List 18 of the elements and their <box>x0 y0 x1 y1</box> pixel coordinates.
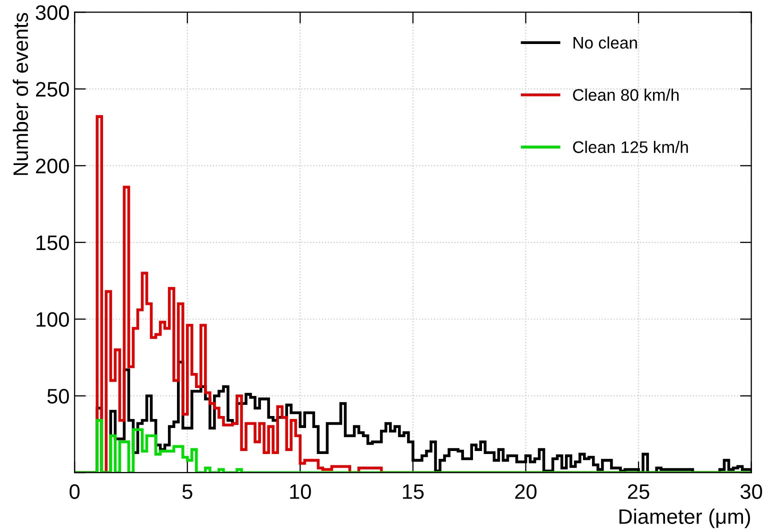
x-tick-label: 25 <box>628 484 650 500</box>
x-tick-label: 20 <box>515 484 537 500</box>
x-axis-title: Diameter (μm) <box>619 508 750 528</box>
legend-label: Clean 80 km/h <box>573 88 679 101</box>
y-tick-label: 250 <box>36 82 69 97</box>
y-tick-label: 300 <box>36 5 69 20</box>
y-tick-label: 100 <box>36 312 69 327</box>
y-axis-title: Number of events <box>12 12 28 175</box>
legend-label: Clean 125 km/h <box>573 140 688 154</box>
y-tick-label: 150 <box>36 235 69 250</box>
x-tick-label: 0 <box>70 484 80 500</box>
y-tick-label: 200 <box>36 158 69 174</box>
x-tick-label: 30 <box>740 484 762 500</box>
x-tick-label: 10 <box>290 484 311 500</box>
legend-label: No clean <box>574 36 637 49</box>
y-tick-label: 50 <box>47 388 69 404</box>
x-tick-label: 15 <box>402 484 424 500</box>
x-tick-label: 5 <box>182 484 192 500</box>
